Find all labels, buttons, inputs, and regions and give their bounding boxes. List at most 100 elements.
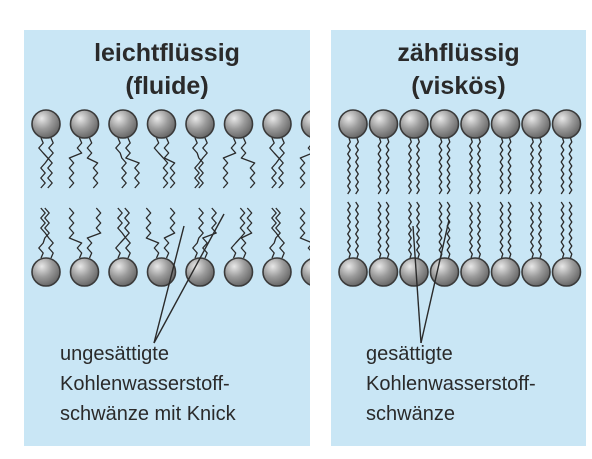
caption: ungesättigte Kohlenwasserstoff- schwänze…	[60, 339, 236, 429]
lipid-tail	[40, 137, 54, 189]
lipid-tail	[347, 201, 351, 259]
lipid-tail	[125, 137, 140, 189]
lipid-tail	[38, 137, 53, 189]
lipid-head	[368, 257, 399, 287]
panel-subtitle: (viskös)	[411, 72, 506, 100]
lipid-tail	[299, 207, 310, 258]
lipid-head	[490, 257, 521, 287]
lipid-head	[300, 110, 310, 138]
lipid-tail	[40, 207, 54, 259]
lipid-head	[338, 109, 368, 139]
lipid-tail	[568, 137, 573, 195]
lipid-tail	[568, 201, 573, 259]
lipid-tail	[153, 137, 169, 189]
caption: gesättigte Kohlenwasserstoff- schwänze	[366, 339, 536, 429]
lipid-head	[429, 109, 460, 139]
lipid-tail	[269, 137, 284, 189]
membrane-bilayer-fluid	[31, 109, 310, 344]
lipid-tail	[163, 207, 176, 259]
lipid-head	[551, 257, 582, 287]
lipid-head	[31, 257, 61, 287]
lipid-tail	[377, 137, 382, 195]
pointer-line	[412, 225, 422, 344]
lipid-head	[108, 109, 138, 139]
lipid-tail	[538, 201, 542, 259]
lipid-tail	[145, 207, 160, 259]
lipid-tail	[115, 207, 130, 259]
lipid-tail	[438, 201, 443, 259]
lipid-tail	[377, 201, 382, 259]
pointer-line	[420, 219, 450, 344]
lipid-head	[223, 109, 254, 139]
lipid-tail	[222, 137, 237, 189]
lipid-tail	[355, 201, 359, 259]
lipid-tail	[560, 137, 565, 195]
lipid-tail	[530, 137, 534, 195]
panel-fluid: leichtflüssig (fluide) ungesättigte Kohl…	[24, 30, 310, 446]
lipid-tail	[163, 137, 176, 189]
lipid-head	[551, 109, 582, 139]
lipid-head	[262, 257, 292, 287]
lipid-head	[521, 257, 551, 287]
lipid-tail	[115, 137, 127, 189]
lipid-tail	[560, 201, 565, 259]
lipid-tail	[347, 137, 351, 195]
caption-line: Kohlenwasserstoff-	[60, 373, 230, 395]
caption-line: ungesättigte	[60, 343, 169, 365]
lipid-tail	[194, 137, 208, 189]
lipid-tail	[240, 207, 253, 259]
lipid-tail	[385, 137, 390, 195]
tail-group	[347, 137, 573, 259]
lipid-tail	[68, 137, 83, 189]
lipid-head	[146, 109, 177, 139]
pointer-lines	[153, 213, 225, 344]
lipid-tail	[192, 137, 204, 189]
lipid-tail	[446, 201, 451, 259]
lipid-head	[69, 109, 100, 139]
lipid-head	[31, 109, 61, 139]
lipid-head	[223, 257, 254, 287]
lipid-tail	[530, 201, 534, 259]
lipid-head	[460, 109, 490, 139]
lipid-tail	[271, 137, 285, 189]
lipid-tail	[446, 137, 451, 195]
lipid-tail	[117, 207, 131, 259]
lipid-tail	[416, 201, 420, 259]
lipid-tail	[499, 137, 504, 195]
lipid-tail	[438, 137, 443, 195]
lipid-head	[399, 109, 429, 139]
lipid-tail	[240, 137, 256, 189]
lipid-tail	[86, 137, 99, 189]
lipid-tail	[385, 201, 390, 259]
caption-line: gesättigte	[366, 343, 453, 365]
lipid-head	[146, 257, 177, 287]
lipid-tail	[38, 207, 50, 259]
panel-title: leichtflüssig	[94, 39, 240, 67]
lipid-head	[185, 109, 215, 139]
lipid-head	[185, 257, 215, 287]
lipid-tail	[299, 138, 310, 189]
lipid-tail	[86, 207, 102, 259]
pointer-line	[153, 213, 225, 344]
lipid-tail	[469, 201, 473, 259]
lipid-tail	[469, 137, 473, 195]
membrane-bilayer-viscous	[338, 109, 582, 344]
lipid-tail	[477, 137, 481, 195]
lipid-head	[300, 258, 310, 286]
lipid-head	[368, 109, 399, 139]
lipid-head	[262, 109, 292, 139]
lipid-head	[338, 257, 368, 287]
lipid-tail	[538, 137, 542, 195]
lipid-tail	[507, 201, 512, 259]
lipid-tail	[355, 137, 359, 195]
lipid-tail	[416, 137, 420, 195]
lipid-head	[460, 257, 490, 287]
caption-line: schwänze	[366, 403, 455, 425]
panel-background	[331, 30, 586, 446]
head-group-layer	[338, 109, 582, 287]
panel-subtitle: (fluide)	[125, 72, 209, 100]
lipid-tail	[192, 207, 204, 259]
lipid-tail	[499, 201, 504, 259]
lipid-tail	[477, 201, 481, 259]
lipid-head	[429, 257, 460, 287]
